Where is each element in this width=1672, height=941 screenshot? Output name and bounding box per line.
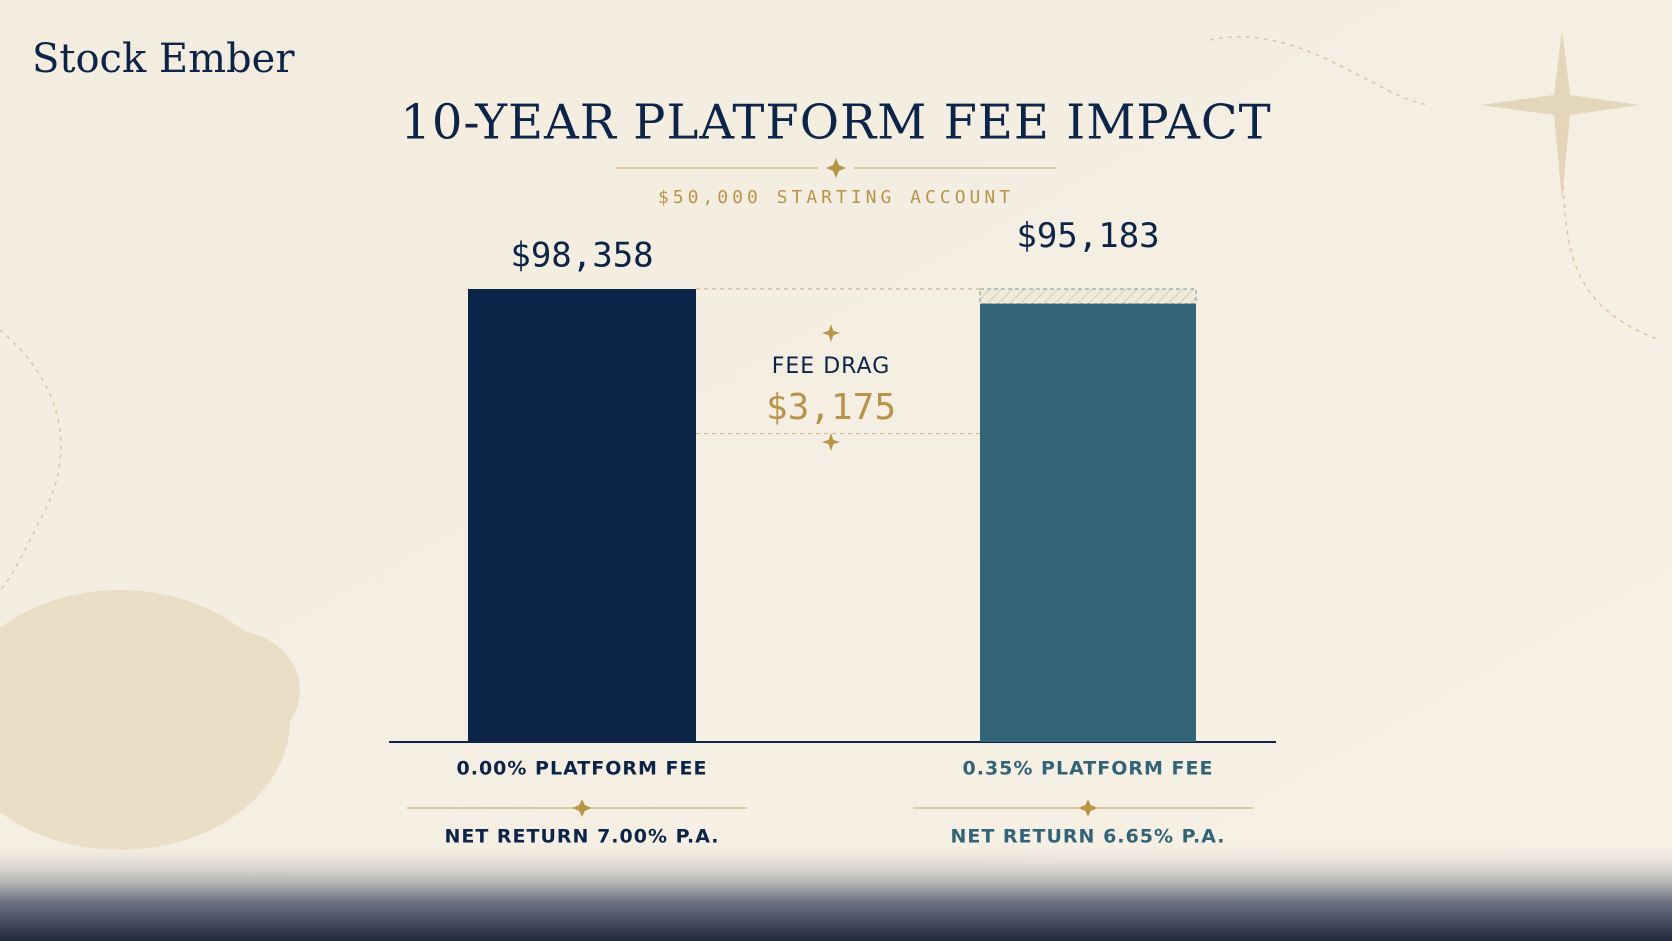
ornament [572, 799, 592, 817]
fee-drag-label: FEE DRAG [772, 354, 891, 379]
fee-drag-value: $3,175 [766, 387, 896, 428]
category-label: 0.35% PLATFORM FEE [963, 758, 1214, 780]
ornament [1078, 799, 1098, 817]
ornament [822, 433, 840, 451]
value-label: $98,358 [510, 236, 653, 276]
value-label: $95,183 [1016, 216, 1159, 256]
footer-shade [0, 840, 1672, 941]
brand: Stock Ember [32, 36, 295, 82]
note: NET RETURN 7.00% P.A. [444, 826, 719, 848]
bar [468, 289, 696, 742]
chart-title: 10-YEAR PLATFORM FEE IMPACT [400, 95, 1271, 151]
subtitle: $50,000 STARTING ACCOUNT [658, 187, 1014, 208]
decoration [0, 30, 1661, 850]
ornament [822, 324, 840, 342]
note: NET RETURN 6.65% P.A. [950, 826, 1225, 848]
title-ornament [616, 158, 1056, 178]
fee-drag-band [979, 288, 1197, 305]
category-label: 0.00% PLATFORM FEE [457, 758, 708, 780]
bar [980, 303, 1196, 742]
